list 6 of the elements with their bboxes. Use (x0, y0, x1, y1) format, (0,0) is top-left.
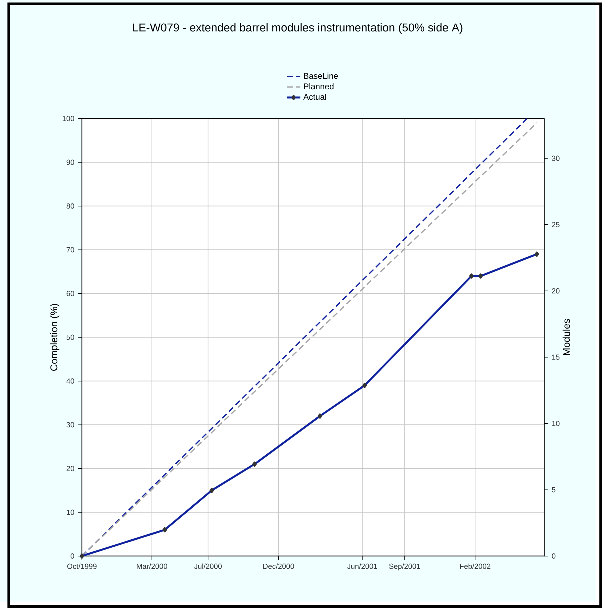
legend-label: Actual (304, 94, 326, 100)
legend-label: Planned (304, 83, 334, 90)
y-axis-title: Completion (%) (50, 304, 60, 372)
chart-title: LE-W079 - extended barrel modules instrumentation (50% side A) (133, 23, 463, 34)
y2-axis-title: Modules (562, 319, 570, 356)
legend-label: BaseLine (304, 72, 338, 80)
